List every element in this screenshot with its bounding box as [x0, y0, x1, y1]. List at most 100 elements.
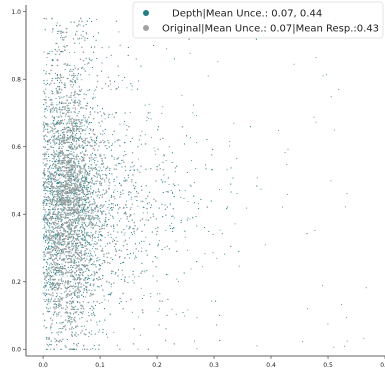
scatter-point	[81, 37, 83, 39]
scatter-point	[89, 284, 91, 286]
scatter-point	[192, 104, 195, 106]
scatter-point	[68, 154, 70, 156]
scatter-point	[134, 243, 136, 245]
scatter-point	[51, 189, 54, 191]
scatter-point	[56, 313, 58, 315]
scatter-point	[58, 92, 60, 94]
scatter-point	[59, 146, 61, 148]
scatter-point	[45, 199, 47, 201]
scatter-point	[86, 255, 88, 257]
scatter-point	[61, 244, 63, 246]
scatter-point	[69, 270, 71, 272]
scatter-point	[45, 88, 47, 90]
scatter-point	[101, 224, 104, 226]
scatter-point	[46, 141, 48, 143]
scatter-point	[84, 63, 86, 65]
scatter-point	[119, 123, 121, 125]
scatter-point	[94, 304, 97, 306]
scatter-point	[61, 321, 63, 323]
scatter-point	[60, 250, 62, 252]
scatter-point	[48, 268, 50, 270]
scatter-point	[67, 134, 69, 136]
scatter-point	[113, 239, 116, 242]
scatter-point	[104, 113, 106, 115]
scatter-point	[92, 193, 94, 195]
scatter-point	[60, 248, 62, 251]
scatter-point	[93, 344, 95, 346]
scatter-point	[163, 174, 165, 176]
scatter-point	[56, 234, 58, 236]
scatter-point	[43, 51, 45, 53]
scatter-point	[83, 93, 85, 95]
scatter-point	[84, 133, 87, 135]
scatter-point	[98, 329, 100, 331]
scatter-point	[66, 275, 68, 277]
scatter-point	[56, 292, 58, 294]
scatter-point	[81, 204, 83, 206]
scatter-point	[79, 103, 81, 105]
scatter-point	[42, 266, 44, 268]
scatter-point	[135, 182, 137, 184]
scatter-point	[52, 191, 54, 193]
scatter-point	[83, 176, 85, 179]
scatter-point	[55, 296, 57, 298]
scatter-point	[72, 135, 74, 137]
scatter-point	[54, 143, 56, 145]
scatter-point	[85, 94, 87, 96]
scatter-point	[147, 348, 149, 350]
scatter-point	[75, 122, 77, 124]
scatter-point	[82, 296, 85, 298]
scatter-point	[124, 212, 126, 214]
scatter-point	[47, 243, 49, 245]
scatter-point	[124, 76, 126, 78]
scatter-point	[70, 269, 73, 271]
scatter-point	[46, 274, 49, 276]
scatter-point	[66, 208, 68, 210]
scatter-point	[51, 199, 53, 202]
scatter-point	[55, 179, 57, 181]
scatter-point	[90, 264, 92, 266]
scatter-point	[84, 175, 86, 177]
scatter-point	[52, 111, 54, 113]
scatter-point	[168, 146, 170, 148]
scatter-point	[59, 189, 61, 191]
scatter-point	[56, 137, 58, 139]
scatter-point	[47, 128, 49, 130]
scatter-point	[78, 130, 80, 132]
scatter-point	[51, 245, 53, 247]
scatter-point	[94, 315, 96, 317]
scatter-point	[81, 217, 83, 219]
scatter-point	[108, 212, 110, 214]
scatter-point	[93, 301, 95, 303]
scatter-point	[117, 269, 120, 271]
scatter-point	[93, 271, 95, 273]
scatter-point	[110, 283, 112, 285]
scatter-point	[117, 86, 120, 88]
scatter-point	[113, 225, 115, 228]
scatter-point	[49, 138, 51, 140]
scatter-point	[75, 261, 77, 263]
scatter-point	[176, 278, 178, 280]
scatter-point	[102, 247, 104, 249]
scatter-point	[72, 69, 74, 71]
scatter-point	[56, 22, 58, 24]
scatter-point	[87, 252, 89, 254]
scatter-point	[77, 283, 79, 285]
scatter-point	[49, 188, 52, 190]
scatter-point	[79, 93, 81, 95]
scatter-point	[61, 210, 63, 212]
scatter-point	[91, 59, 93, 61]
scatter-point	[87, 187, 89, 189]
scatter-point	[52, 147, 54, 149]
scatter-point	[123, 234, 125, 236]
scatter-point	[123, 212, 125, 214]
scatter-point	[55, 88, 57, 90]
scatter-point	[81, 231, 83, 233]
scatter-point	[93, 261, 95, 263]
scatter-point	[113, 178, 115, 180]
scatter-point	[143, 207, 145, 209]
scatter-point	[97, 188, 99, 190]
scatter-point	[88, 74, 90, 76]
scatter-point	[118, 162, 120, 165]
scatter-point	[101, 301, 103, 304]
